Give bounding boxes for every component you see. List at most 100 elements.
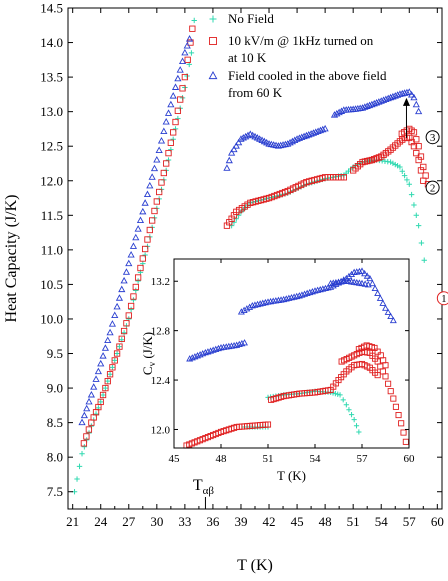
data-point xyxy=(312,128,320,135)
data-point xyxy=(361,103,369,110)
data-point xyxy=(104,378,111,385)
data-point xyxy=(129,242,138,249)
data-point xyxy=(207,347,215,354)
data-point xyxy=(364,281,372,288)
x-tick-label: 33 xyxy=(178,514,191,529)
data-point xyxy=(201,348,209,356)
data-point xyxy=(132,283,139,291)
x-axis-label: T (K) xyxy=(237,557,273,574)
data-point xyxy=(194,352,201,359)
data-point xyxy=(114,350,120,357)
data-point xyxy=(228,149,236,156)
data-point xyxy=(233,341,241,348)
data-point xyxy=(379,96,388,103)
data-point xyxy=(164,109,173,116)
data-point xyxy=(379,299,387,306)
data-point xyxy=(172,118,179,126)
data-point xyxy=(363,272,371,279)
data-point xyxy=(153,155,161,163)
inset-x-tick-label: 45 xyxy=(169,453,181,465)
series-square xyxy=(80,25,432,447)
inset-y-axis-label: Cv (J/K) xyxy=(140,332,157,375)
y-tick-label: 13.5 xyxy=(40,70,63,85)
data-point xyxy=(309,129,318,136)
data-point xyxy=(156,188,163,196)
data-point xyxy=(418,240,425,246)
x-tick-label: 57 xyxy=(403,514,417,529)
data-point xyxy=(410,129,418,136)
data-point xyxy=(400,429,407,436)
data-point xyxy=(104,336,112,344)
y-tick-label: 9.5 xyxy=(47,346,63,361)
data-point xyxy=(223,164,231,171)
y-tick-label: 7.5 xyxy=(47,484,63,499)
data-point xyxy=(79,451,85,457)
data-point xyxy=(391,92,399,99)
data-point xyxy=(111,311,119,318)
data-point xyxy=(337,392,343,398)
inset-y-label-rest: (J/K) xyxy=(140,332,155,362)
data-point xyxy=(401,172,408,179)
data-point xyxy=(306,288,314,296)
data-point xyxy=(177,96,184,103)
data-point xyxy=(189,25,196,32)
data-point xyxy=(151,207,158,215)
data-point xyxy=(238,339,246,347)
inset-x-tick-label: 51 xyxy=(263,453,274,465)
data-point xyxy=(390,160,396,167)
legend-marker-plus xyxy=(209,15,217,23)
data-point xyxy=(118,335,125,342)
data-point xyxy=(399,168,405,174)
data-point xyxy=(387,388,394,395)
data-point xyxy=(281,140,289,148)
data-point xyxy=(410,93,418,101)
data-point xyxy=(116,343,123,350)
x-tick-label: 54 xyxy=(375,514,389,529)
legend-label: No Field xyxy=(228,11,274,26)
data-point xyxy=(144,236,151,243)
data-point xyxy=(160,169,167,177)
y-tick-label: 12.0 xyxy=(40,173,63,188)
data-point xyxy=(384,308,392,315)
data-point xyxy=(106,328,114,336)
data-point xyxy=(118,285,126,293)
data-point xyxy=(167,139,174,146)
data-point xyxy=(382,362,389,369)
data-point xyxy=(385,380,392,387)
data-point xyxy=(368,100,376,108)
data-point xyxy=(225,156,233,164)
inset-y-tick-label: 12.0 xyxy=(151,424,171,436)
data-point xyxy=(241,339,248,346)
data-point xyxy=(83,433,90,440)
data-point xyxy=(264,421,272,428)
data-point xyxy=(204,348,212,355)
legend-label: at 10 K xyxy=(228,50,267,65)
data-point xyxy=(374,348,381,355)
inset-y-label-main: C xyxy=(140,366,155,375)
inset-y-label-sub: v xyxy=(147,361,157,366)
y-axis-label: Heat Capacity (J/K) xyxy=(3,195,20,323)
data-point xyxy=(120,276,128,284)
data-point xyxy=(188,50,195,56)
data-point xyxy=(372,98,381,106)
data-point xyxy=(97,359,105,367)
data-point xyxy=(237,308,245,315)
data-point xyxy=(321,124,329,132)
data-point xyxy=(125,259,133,267)
data-point xyxy=(293,135,301,142)
data-point xyxy=(81,444,88,450)
data-point xyxy=(392,403,399,410)
main-plot-marks xyxy=(71,17,432,495)
data-point xyxy=(90,383,98,390)
data-point xyxy=(382,373,389,380)
data-point xyxy=(174,74,182,82)
data-point xyxy=(374,372,381,379)
data-point xyxy=(300,132,308,140)
y-tick-label: 10.0 xyxy=(40,311,63,326)
data-point xyxy=(415,143,422,150)
data-point xyxy=(143,190,152,198)
data-point xyxy=(130,293,137,300)
data-point xyxy=(85,426,93,433)
x-tick-label: 30 xyxy=(150,514,163,529)
data-point xyxy=(134,274,142,281)
